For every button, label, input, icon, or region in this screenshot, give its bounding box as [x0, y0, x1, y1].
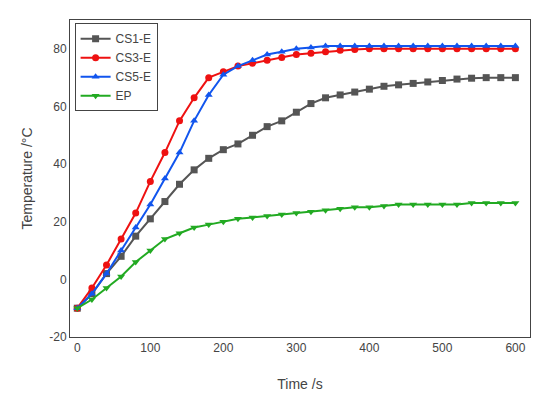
svg-text:EP: EP	[116, 89, 132, 103]
svg-text:CS5-E: CS5-E	[116, 70, 151, 84]
svg-text:CS1-E: CS1-E	[116, 32, 151, 46]
svg-text:500: 500	[432, 341, 452, 355]
svg-text:80: 80	[53, 42, 67, 56]
svg-text:20: 20	[53, 215, 67, 229]
svg-text:300: 300	[286, 341, 306, 355]
svg-text:600: 600	[505, 341, 525, 355]
svg-text:40: 40	[53, 157, 67, 171]
svg-text:200: 200	[213, 341, 233, 355]
svg-text:-20: -20	[49, 330, 67, 344]
svg-text:CS3-E: CS3-E	[116, 51, 151, 65]
svg-text:Time /s: Time /s	[277, 376, 322, 392]
svg-text:400: 400	[359, 341, 379, 355]
svg-text:100: 100	[140, 341, 160, 355]
svg-text:60: 60	[53, 100, 67, 114]
svg-text:0: 0	[74, 341, 81, 355]
svg-text:Temperature /°C: Temperature /°C	[19, 127, 35, 229]
svg-text:0: 0	[60, 273, 67, 287]
